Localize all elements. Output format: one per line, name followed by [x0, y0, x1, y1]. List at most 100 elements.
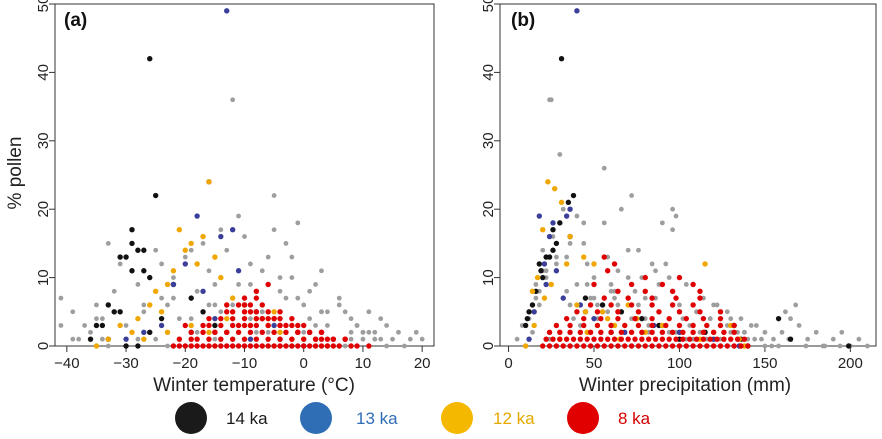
- panel-a-point-background: [390, 336, 395, 342]
- panel-a-point-ka8: [306, 329, 313, 336]
- panel-a-point-ka8: [289, 315, 295, 322]
- panel-a-point-background: [94, 302, 99, 308]
- panel-b-point-ka8: [639, 336, 645, 342]
- panel-a-point-ka13: [182, 261, 188, 267]
- panel-b-point-ka12: [567, 233, 573, 240]
- panel-a-point-ka8: [224, 309, 230, 315]
- panel-a-point-background: [348, 329, 354, 335]
- panel-b-y-tick-label: 10: [480, 269, 497, 286]
- panel-a-point-ka13: [218, 233, 224, 240]
- panel-a-point-ka8: [241, 309, 248, 315]
- panel-a-point-background: [271, 227, 277, 233]
- panel-a-point-ka13: [194, 213, 200, 219]
- panel-b-x-tick-label: 200: [838, 355, 863, 372]
- panel-b-point-ka8: [574, 343, 580, 349]
- panel-b-point-background: [581, 220, 587, 226]
- panel-a-point-background: [295, 295, 301, 301]
- panel-a-point-background: [135, 336, 141, 342]
- panel-b-point-ka8: [625, 336, 631, 342]
- panel-b-point-ka12: [545, 179, 551, 185]
- panel-b-point-ka8: [591, 281, 597, 288]
- panel-b-point-background: [788, 316, 793, 322]
- panel-b-point-ka8: [717, 322, 724, 329]
- panel-a-point-background: [135, 282, 141, 287]
- panel-b-point-background: [711, 302, 717, 308]
- panel-b-point-background: [796, 323, 802, 328]
- panel-b-point-ka8: [581, 315, 587, 322]
- panel-a-point-ka13: [224, 8, 230, 14]
- panel-b-point-ka12: [581, 254, 587, 260]
- panel-b-point-ka8: [546, 343, 553, 349]
- panel-b-point-background: [584, 282, 590, 287]
- panel-b-point-ka12: [574, 302, 580, 308]
- panel-a-point-ka8: [253, 315, 260, 322]
- panel-a-point-background: [319, 309, 324, 315]
- panel-b-point-ka14: [565, 199, 572, 206]
- panel-b-point-background: [581, 241, 587, 246]
- panel-a-point-ka14: [129, 268, 135, 274]
- panel-a-point-background: [366, 329, 372, 335]
- panel-b-point-ka8: [700, 336, 707, 342]
- panel-b-point-background: [837, 343, 843, 349]
- panel-b-point-background: [536, 302, 542, 308]
- panel-b-point-ka14: [558, 56, 565, 62]
- panel-b-point-ka8: [649, 295, 655, 301]
- panel-a-point-ka8: [295, 329, 301, 336]
- panel-b-point-background: [574, 282, 580, 287]
- panel-a-point-background: [242, 234, 247, 239]
- panel-a-point-ka14: [147, 329, 153, 336]
- panel-a-point-ka12: [194, 261, 200, 267]
- panel-a-point-background: [319, 268, 324, 274]
- panel-a-point-ka8: [200, 343, 206, 349]
- panel-b-point-ka13: [553, 268, 560, 274]
- panel-b-point-background: [707, 316, 713, 322]
- panel-a-point-ka8: [253, 336, 260, 342]
- panel-b-point-ka13: [546, 233, 553, 240]
- legend-label-12ka: 12 ka: [493, 409, 535, 428]
- panel-b-x-tick-label: 0: [504, 355, 512, 372]
- panel-a-x-tick-label: 0: [300, 355, 308, 372]
- panel-a-point-ka14: [188, 295, 194, 301]
- panel-a-point-ka8: [318, 329, 325, 336]
- panel-b-point-background: [748, 323, 754, 328]
- panel-b-point-background: [738, 316, 744, 322]
- panel-a-point-background: [360, 336, 366, 342]
- panel-a-point-background: [401, 343, 407, 349]
- legend-marker-13ka: [300, 402, 332, 434]
- panel-a-point-ka8: [271, 329, 277, 336]
- panel-a-label: (a): [64, 10, 87, 31]
- panel-a-point-ka8: [289, 336, 295, 342]
- panel-a-point-background: [99, 316, 105, 322]
- panel-a-point-background: [384, 343, 390, 349]
- panel-b-point-ka13: [536, 213, 543, 219]
- panel-b-point-ka8: [615, 343, 621, 349]
- panel-a-point-ka14: [135, 247, 141, 253]
- panel-b-point-background: [659, 220, 665, 226]
- panel-a-point-background: [224, 247, 230, 253]
- panel-b-point-ka8: [649, 343, 655, 349]
- panel-a-point-ka8: [241, 315, 248, 322]
- panel-a-x-axis-title: Winter temperature (°C): [153, 375, 355, 396]
- panel-a-point-ka12: [164, 329, 171, 336]
- panel-a-point-ka14: [123, 343, 129, 349]
- panel-b-point-background: [759, 336, 764, 342]
- panel-b-plot-frame: [499, 3, 877, 347]
- panel-a-point-ka14: [135, 343, 141, 349]
- panel-a-point-ka8: [200, 322, 206, 329]
- panel-a-point-background: [354, 323, 360, 328]
- panel-b-point-background: [805, 336, 811, 342]
- panel-b-point-background: [605, 309, 611, 315]
- panel-a-point-ka8: [206, 336, 212, 342]
- panel-a-point-background: [236, 213, 241, 219]
- panel-a-point-ka14: [158, 315, 165, 322]
- panel-b-point-ka8: [635, 343, 642, 349]
- panel-a-point-background: [301, 302, 307, 308]
- panel-b-point-ka8: [707, 336, 713, 342]
- panel-a-point-background: [141, 302, 147, 308]
- panel-a-point-ka12: [164, 281, 171, 288]
- panel-b-point-background: [673, 213, 679, 219]
- panel-a-point-background: [70, 336, 76, 342]
- panel-a-point-ka13: [200, 288, 206, 294]
- panel-b-point-background: [779, 329, 785, 335]
- panel-b-point-background: [783, 309, 788, 315]
